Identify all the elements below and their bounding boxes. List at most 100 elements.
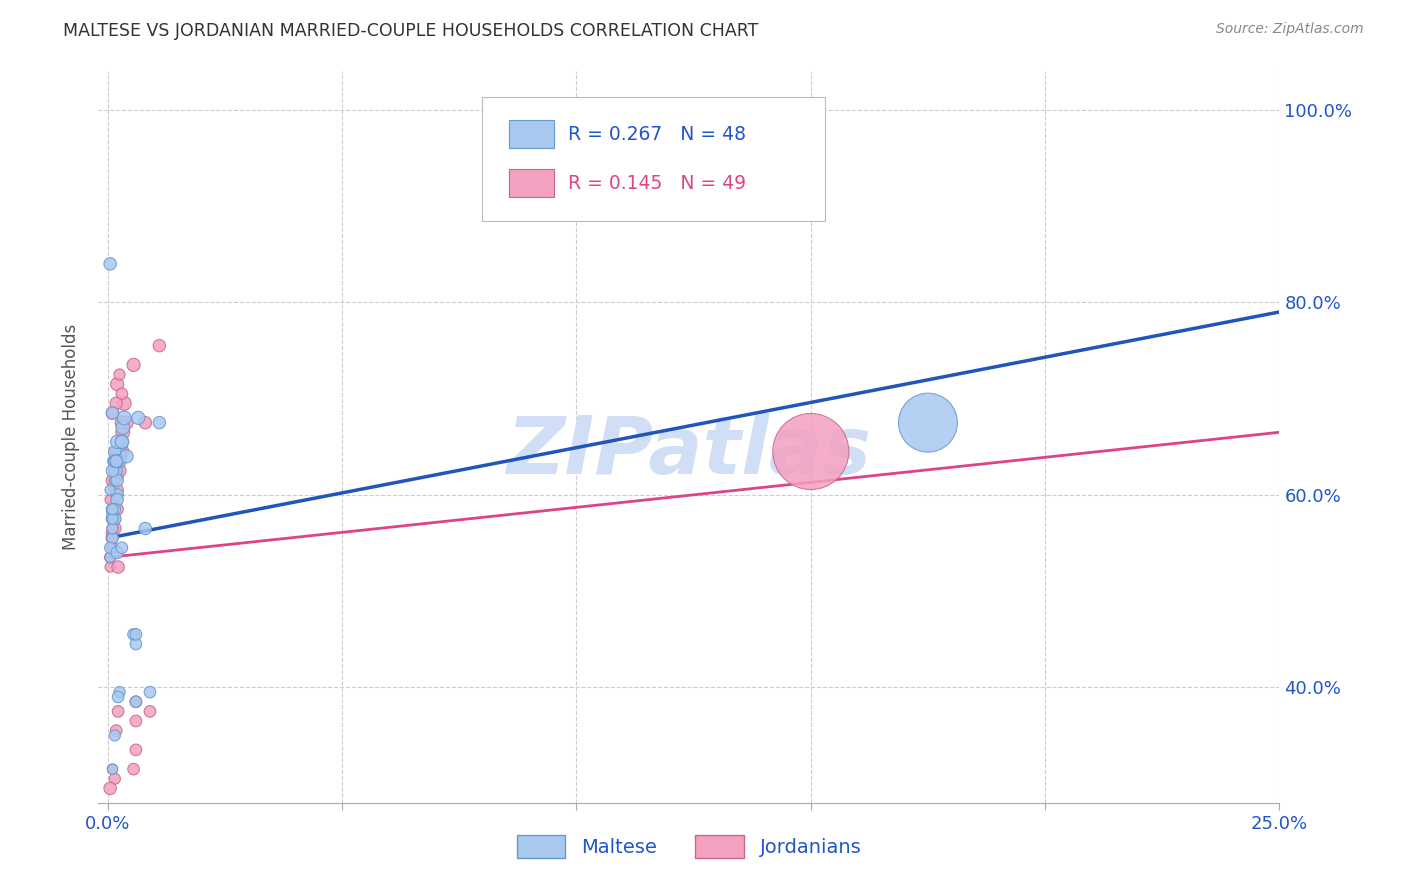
Point bbox=[98, 560, 121, 574]
Point bbox=[105, 474, 128, 488]
Point bbox=[111, 416, 134, 430]
Point bbox=[107, 690, 129, 704]
Point bbox=[98, 541, 121, 555]
Point bbox=[105, 492, 128, 507]
Point bbox=[111, 434, 134, 449]
Point bbox=[115, 450, 138, 464]
Point bbox=[122, 762, 145, 776]
Point bbox=[104, 521, 127, 535]
Point bbox=[105, 468, 128, 483]
Point bbox=[105, 502, 128, 516]
Point bbox=[105, 483, 128, 497]
Point bbox=[104, 502, 127, 516]
Point bbox=[98, 257, 121, 271]
Point bbox=[101, 521, 124, 535]
Point bbox=[98, 492, 121, 507]
Point bbox=[101, 512, 124, 526]
Point bbox=[108, 368, 131, 382]
Point bbox=[105, 464, 128, 478]
Legend: Maltese, Jordanians: Maltese, Jordanians bbox=[509, 827, 869, 866]
Point bbox=[115, 416, 138, 430]
Point bbox=[104, 512, 127, 526]
FancyBboxPatch shape bbox=[509, 120, 554, 148]
Point bbox=[107, 705, 129, 719]
Point bbox=[104, 474, 127, 488]
Point bbox=[100, 531, 122, 545]
Point bbox=[105, 396, 128, 410]
Point bbox=[101, 762, 124, 776]
Point bbox=[100, 502, 122, 516]
Point bbox=[101, 406, 124, 420]
Point bbox=[107, 560, 129, 574]
Point bbox=[98, 483, 121, 497]
Text: ZIPatlas: ZIPatlas bbox=[506, 413, 872, 491]
Text: R = 0.145   N = 49: R = 0.145 N = 49 bbox=[568, 174, 747, 193]
Text: R = 0.267   N = 48: R = 0.267 N = 48 bbox=[568, 125, 747, 144]
Point bbox=[112, 410, 135, 425]
Y-axis label: Married-couple Households: Married-couple Households bbox=[62, 324, 80, 550]
Point bbox=[105, 454, 128, 468]
Point bbox=[104, 772, 127, 786]
Point bbox=[125, 637, 148, 651]
Point bbox=[125, 627, 148, 641]
Point bbox=[108, 450, 131, 464]
Point bbox=[104, 512, 127, 526]
Point bbox=[125, 695, 148, 709]
Point bbox=[108, 454, 131, 468]
Point bbox=[139, 685, 162, 699]
Point bbox=[104, 454, 127, 468]
Point bbox=[111, 541, 134, 555]
Point bbox=[112, 396, 135, 410]
Point bbox=[111, 444, 134, 458]
Point bbox=[127, 410, 149, 425]
Point bbox=[101, 406, 124, 420]
Point bbox=[134, 521, 156, 535]
Point bbox=[105, 488, 128, 502]
Point bbox=[104, 444, 127, 458]
Point bbox=[111, 386, 134, 401]
Point bbox=[101, 512, 124, 526]
Point bbox=[104, 498, 127, 512]
Point bbox=[103, 478, 125, 492]
Point bbox=[101, 502, 124, 516]
Point bbox=[108, 444, 131, 458]
Point bbox=[101, 531, 124, 545]
Point bbox=[100, 526, 122, 541]
Point bbox=[111, 420, 134, 434]
Point bbox=[101, 521, 124, 535]
Point bbox=[125, 743, 148, 757]
Point bbox=[101, 541, 124, 555]
Point bbox=[98, 550, 121, 565]
FancyBboxPatch shape bbox=[482, 97, 825, 221]
Point bbox=[101, 507, 124, 521]
Point bbox=[98, 550, 121, 565]
Point bbox=[105, 488, 128, 502]
Point bbox=[122, 358, 145, 372]
Point bbox=[105, 723, 128, 738]
Point bbox=[108, 464, 131, 478]
Point bbox=[105, 434, 128, 449]
Text: MALTESE VS JORDANIAN MARRIED-COUPLE HOUSEHOLDS CORRELATION CHART: MALTESE VS JORDANIAN MARRIED-COUPLE HOUS… bbox=[63, 22, 759, 40]
Point bbox=[105, 444, 128, 458]
Point bbox=[100, 512, 122, 526]
Point bbox=[103, 454, 125, 468]
Point bbox=[104, 464, 127, 478]
Point bbox=[101, 531, 124, 545]
Point bbox=[108, 685, 131, 699]
Point bbox=[122, 627, 145, 641]
Point bbox=[104, 454, 127, 468]
Point bbox=[98, 781, 121, 796]
Point bbox=[111, 425, 134, 440]
Point bbox=[800, 444, 823, 458]
Point bbox=[101, 512, 124, 526]
Point bbox=[139, 705, 162, 719]
Point bbox=[104, 728, 127, 742]
Point bbox=[917, 416, 939, 430]
Point bbox=[105, 545, 128, 559]
Text: Source: ZipAtlas.com: Source: ZipAtlas.com bbox=[1216, 22, 1364, 37]
Point bbox=[125, 714, 148, 728]
FancyBboxPatch shape bbox=[509, 169, 554, 197]
Point bbox=[101, 464, 124, 478]
Point bbox=[148, 338, 170, 352]
Point bbox=[125, 695, 148, 709]
